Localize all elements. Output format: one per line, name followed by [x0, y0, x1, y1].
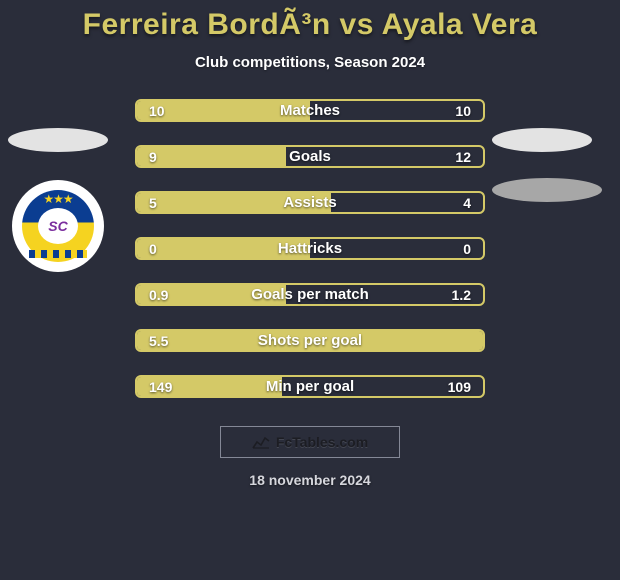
- stat-value-right: 12: [455, 149, 471, 165]
- stat-bar: 5Assists4: [135, 191, 485, 214]
- stat-value-right: 109: [448, 379, 471, 395]
- brand-label: FcTables.com: [276, 434, 368, 450]
- page-title: Ferreira BordÃ³n vs Ayala Vera: [83, 8, 538, 42]
- stat-label: Goals: [137, 148, 483, 165]
- stat-label: Shots per goal: [137, 332, 483, 349]
- stat-label: Goals per match: [137, 286, 483, 303]
- stat-label: Min per goal: [137, 378, 483, 395]
- stat-bar: 0.9Goals per match1.2: [135, 283, 485, 306]
- stat-label: Assists: [137, 194, 483, 211]
- stat-bar: 9Goals12: [135, 145, 485, 168]
- brand-badge: FcTables.com: [220, 426, 400, 458]
- stat-bar: 5.5Shots per goal: [135, 329, 485, 352]
- page-subtitle: Club competitions, Season 2024: [195, 54, 425, 71]
- chart-date: 18 november 2024: [249, 472, 370, 488]
- stat-value-right: 1.2: [452, 287, 471, 303]
- stat-label: Hattricks: [137, 240, 483, 257]
- stat-bar: 0Hattricks0: [135, 237, 485, 260]
- brand-logo-icon: [252, 435, 270, 449]
- stat-label: Matches: [137, 102, 483, 119]
- stat-value-right: 0: [463, 241, 471, 257]
- stat-value-right: 10: [455, 103, 471, 119]
- stat-value-right: 4: [463, 195, 471, 211]
- stat-bar: 149Min per goal109: [135, 375, 485, 398]
- stat-bar: 10Matches10: [135, 99, 485, 122]
- comparison-chart: 10Matches109Goals125Assists40Hattricks00…: [0, 99, 620, 398]
